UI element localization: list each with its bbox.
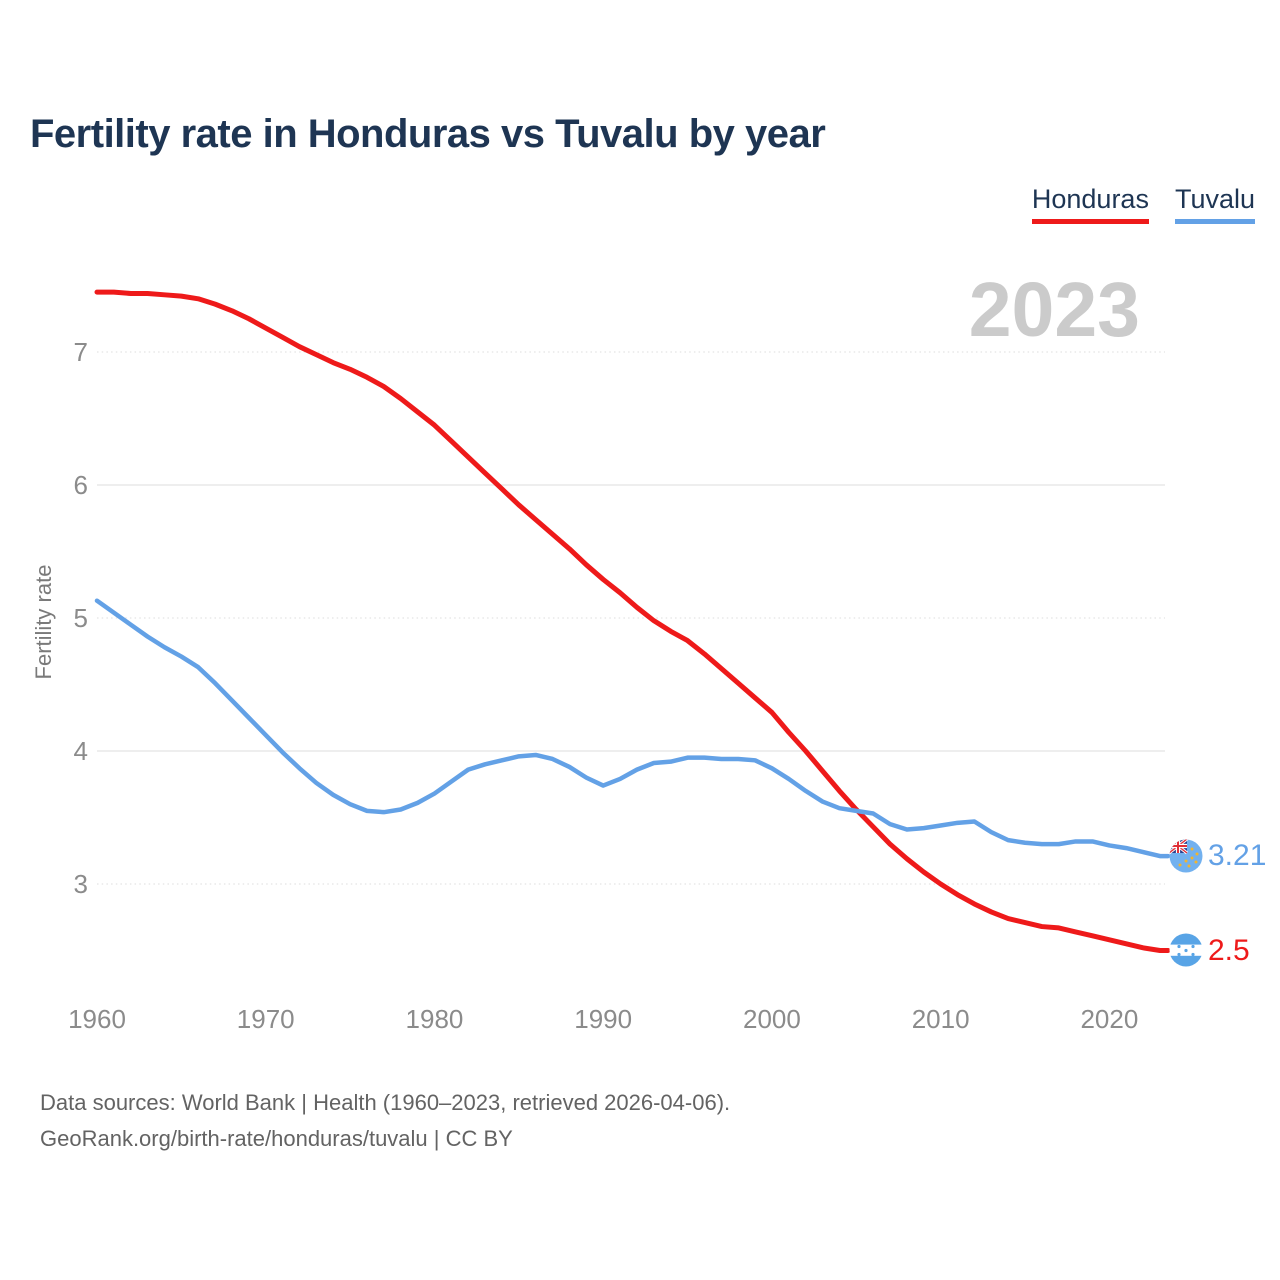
x-tick-label-1990: 1990: [574, 1004, 633, 1034]
gridlines: [97, 351, 1165, 885]
y-tick-label-4: 4: [73, 736, 88, 766]
x-tick-label-1980: 1980: [405, 1004, 464, 1034]
legend-label-tuvalu: Tuvalu: [1174, 184, 1255, 214]
x-tick-label-2000: 2000: [742, 1004, 801, 1034]
tuvalu-line: [94, 598, 1171, 859]
legend: Honduras Tuvalu: [1031, 184, 1255, 224]
footer-data-sources: Data sources: World Bank | Health (1960–…: [40, 1090, 731, 1115]
footer-attribution-link[interactable]: GeoRank.org/birth-rate/honduras/tuvalu |…: [40, 1126, 513, 1151]
y-tick-label-3: 3: [73, 869, 88, 899]
year-watermark: 2023: [968, 267, 1140, 353]
x-tick-label-1960: 1960: [68, 1004, 126, 1034]
y-tick-label-5: 5: [73, 603, 88, 633]
y-tick-label-7: 7: [73, 337, 88, 367]
legend-item-honduras[interactable]: Honduras: [1031, 184, 1149, 224]
tuvalu-end-value: 3.21: [1208, 839, 1267, 872]
honduras-line: [94, 289, 1171, 953]
y-tick-label-6: 6: [73, 470, 88, 500]
legend-item-tuvalu[interactable]: Tuvalu: [1174, 184, 1255, 224]
tuvalu-flag-icon: [1169, 839, 1203, 873]
legend-label-honduras: Honduras: [1031, 184, 1149, 214]
x-tick-label-2020: 2020: [1080, 1004, 1139, 1034]
x-tick-label-1970: 1970: [236, 1004, 295, 1034]
honduras-end-value: 2.5: [1208, 934, 1250, 967]
x-tick-label-2010: 2010: [911, 1004, 970, 1034]
honduras-flag-icon: [1169, 933, 1203, 967]
page-title: Fertility rate in Honduras vs Tuvalu by …: [30, 112, 826, 156]
